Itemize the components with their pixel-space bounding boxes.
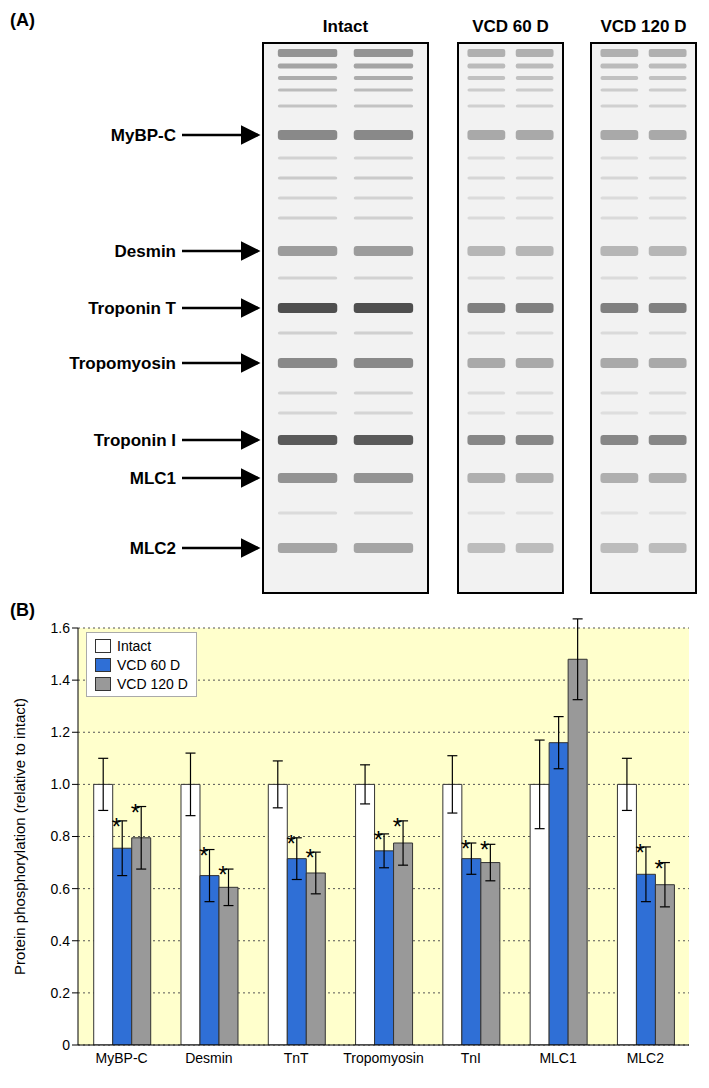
svg-text:MLC1: MLC1 — [130, 469, 176, 488]
svg-text:MLC2: MLC2 — [130, 539, 176, 558]
svg-text:1.4: 1.4 — [51, 672, 71, 688]
svg-text:Desmin: Desmin — [185, 1050, 232, 1066]
svg-text:TnI: TnI — [461, 1050, 481, 1066]
svg-text:*: * — [393, 813, 402, 840]
svg-text:Troponin I: Troponin I — [94, 431, 176, 450]
svg-text:Desmin: Desmin — [115, 242, 176, 261]
svg-text:*: * — [218, 861, 227, 888]
html-text:Intact: Intact — [117, 637, 152, 654]
svg-text:Tropomyosin: Tropomyosin — [69, 354, 176, 373]
svg-text:1.0: 1.0 — [51, 776, 71, 792]
html-text:VCD 60 D: VCD 60 D — [117, 656, 180, 673]
svg-text:1.2: 1.2 — [51, 724, 71, 740]
svg-text:VCD 60 D: VCD 60 D — [472, 17, 549, 36]
svg-text:Tropomyosin: Tropomyosin — [343, 1050, 423, 1066]
svg-text:*: * — [655, 855, 664, 882]
svg-text:*: * — [374, 826, 383, 853]
svg-text:0.2: 0.2 — [51, 985, 71, 1001]
svg-text:0.6: 0.6 — [51, 881, 71, 897]
svg-text:Troponin T: Troponin T — [88, 299, 176, 318]
svg-text:*: * — [461, 835, 470, 862]
svg-text:*: * — [305, 844, 314, 871]
svg-text:0.8: 0.8 — [51, 828, 71, 844]
svg-text:TnT: TnT — [284, 1050, 309, 1066]
svg-text:1.6: 1.6 — [51, 620, 71, 636]
svg-text:MLC2: MLC2 — [627, 1050, 665, 1066]
svg-text:VCD 120 D: VCD 120 D — [601, 17, 687, 36]
svg-text:0.4: 0.4 — [51, 933, 71, 949]
svg-text:MyBP-C: MyBP-C — [96, 1050, 148, 1066]
svg-text:(A): (A) — [10, 10, 35, 30]
svg-text:MyBP-C: MyBP-C — [111, 126, 176, 145]
svg-text:*: * — [131, 799, 140, 826]
svg-text:*: * — [199, 842, 208, 869]
svg-text:MLC1: MLC1 — [539, 1050, 577, 1066]
html-text:(B): (B) — [10, 600, 35, 620]
svg-text:*: * — [480, 836, 489, 863]
svg-text:*: * — [286, 830, 295, 857]
svg-text:Protein phosphorylation (relat: Protein phosphorylation (relative to int… — [11, 698, 28, 975]
svg-text:Intact: Intact — [323, 17, 369, 36]
html-text:VCD 120 D: VCD 120 D — [117, 675, 188, 692]
svg-text:*: * — [636, 839, 645, 866]
svg-text:0: 0 — [62, 1037, 70, 1053]
svg-text:*: * — [112, 813, 121, 840]
